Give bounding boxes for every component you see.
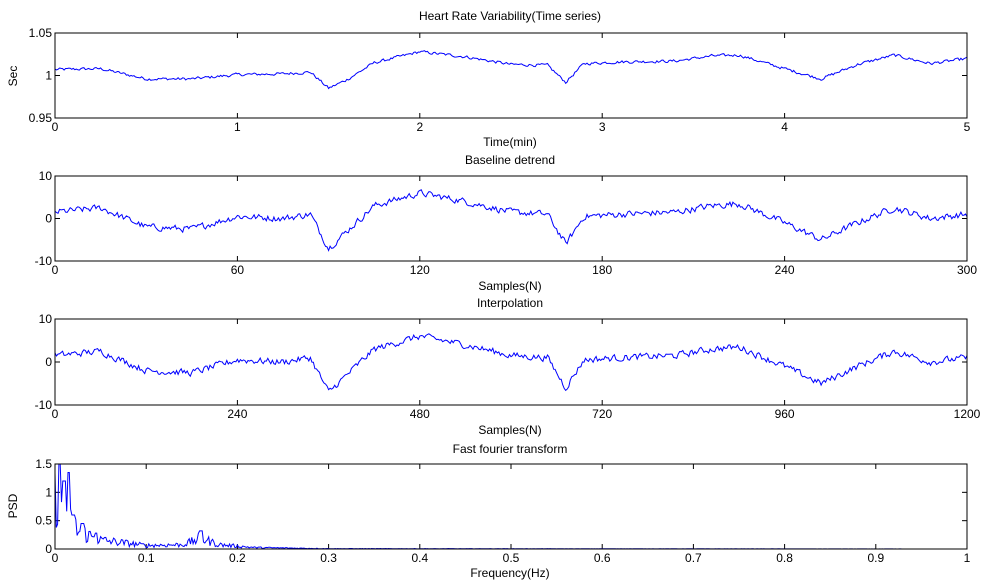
x-tick-label: 0 — [52, 120, 59, 134]
series-line — [54, 333, 968, 392]
x-tick-label: 4 — [781, 120, 788, 134]
panel-title: Interpolation — [477, 296, 543, 310]
x-tick-label: 3 — [599, 120, 606, 134]
y-tick-label: 1.5 — [35, 457, 52, 471]
x-axis-label: Time(min) — [483, 135, 537, 149]
x-tick-label: 0.4 — [411, 551, 428, 565]
ticks-panel-3: 0 0.1 0.2 0.3 0.4 0.5 0.6 0.7 0.8 0.9 1 0 0.5 1 1.5 — [35, 457, 970, 565]
plot-panel-3 — [54, 463, 967, 550]
y-tick-label: 1 — [45, 69, 52, 83]
y-tick-label: 10 — [39, 169, 53, 183]
y-tick-label: -10 — [35, 398, 53, 412]
x-tick-label: 60 — [231, 263, 245, 277]
y-tick-label: 1 — [45, 485, 52, 499]
x-tick-label: 0.5 — [503, 551, 520, 565]
series-line — [54, 50, 968, 90]
x-tick-label: 960 — [775, 407, 795, 421]
plot-panel-1 — [54, 189, 968, 252]
x-tick-label: 0.3 — [320, 551, 337, 565]
plot-panel-0 — [54, 50, 968, 90]
x-axis-label: Samples(N) — [478, 279, 541, 293]
x-tick-label: 0.8 — [776, 551, 793, 565]
x-tick-label: 180 — [592, 263, 612, 277]
x-tick-label: 1 — [234, 120, 241, 134]
axes-box — [54, 318, 968, 406]
x-tick-label: 240 — [227, 407, 247, 421]
x-tick-label: 0.7 — [685, 551, 702, 565]
x-tick-label: 0.6 — [594, 551, 611, 565]
y-axis-label: Sec — [6, 66, 20, 87]
y-tick-label: 0 — [45, 212, 52, 226]
axes-box — [54, 463, 968, 550]
y-tick-label: 0 — [45, 542, 52, 556]
x-tick-label: 1 — [964, 551, 971, 565]
x-tick-label: 480 — [410, 407, 430, 421]
axes-box — [54, 175, 968, 262]
series-line — [54, 189, 968, 252]
y-tick-label: -10 — [35, 254, 53, 268]
x-axis-label: Samples(N) — [478, 423, 541, 437]
y-tick-label: 0.95 — [29, 111, 53, 125]
panel-title: Baseline detrend — [465, 153, 555, 167]
x-tick-label: 0 — [52, 407, 59, 421]
y-tick-label: 10 — [39, 312, 53, 326]
x-tick-label: 300 — [957, 263, 977, 277]
y-axis-label: PSD — [6, 493, 20, 518]
x-tick-label: 0.9 — [867, 551, 884, 565]
series-line — [54, 463, 967, 550]
x-tick-label: 2 — [416, 120, 423, 134]
panel-title: Heart Rate Variability(Time series) — [419, 9, 601, 23]
y-tick-label: 0 — [45, 355, 52, 369]
panel-hrv-time-series: Heart Rate Variability(Time series) Sec … — [6, 9, 971, 149]
x-tick-label: 120 — [410, 263, 430, 277]
x-tick-label: 0 — [52, 263, 59, 277]
x-tick-label: 0.1 — [138, 551, 155, 565]
panel-fft: Fast fourier transform PSD 0 0.1 0.2 0.3 0.4… — [6, 442, 971, 580]
x-axis-label: Frequency(Hz) — [470, 566, 549, 580]
y-tick-label: 1.05 — [29, 26, 53, 40]
plot-panel-2 — [54, 333, 968, 392]
x-tick-label: 240 — [775, 263, 795, 277]
x-tick-label: 5 — [964, 120, 971, 134]
x-tick-label: 0 — [52, 551, 59, 565]
x-tick-label: 0.2 — [229, 551, 246, 565]
x-tick-label: 1200 — [954, 407, 981, 421]
panel-title: Fast fourier transform — [453, 442, 568, 456]
x-tick-label: 720 — [592, 407, 612, 421]
y-tick-label: 0.5 — [35, 514, 52, 528]
axes-box — [54, 32, 968, 119]
